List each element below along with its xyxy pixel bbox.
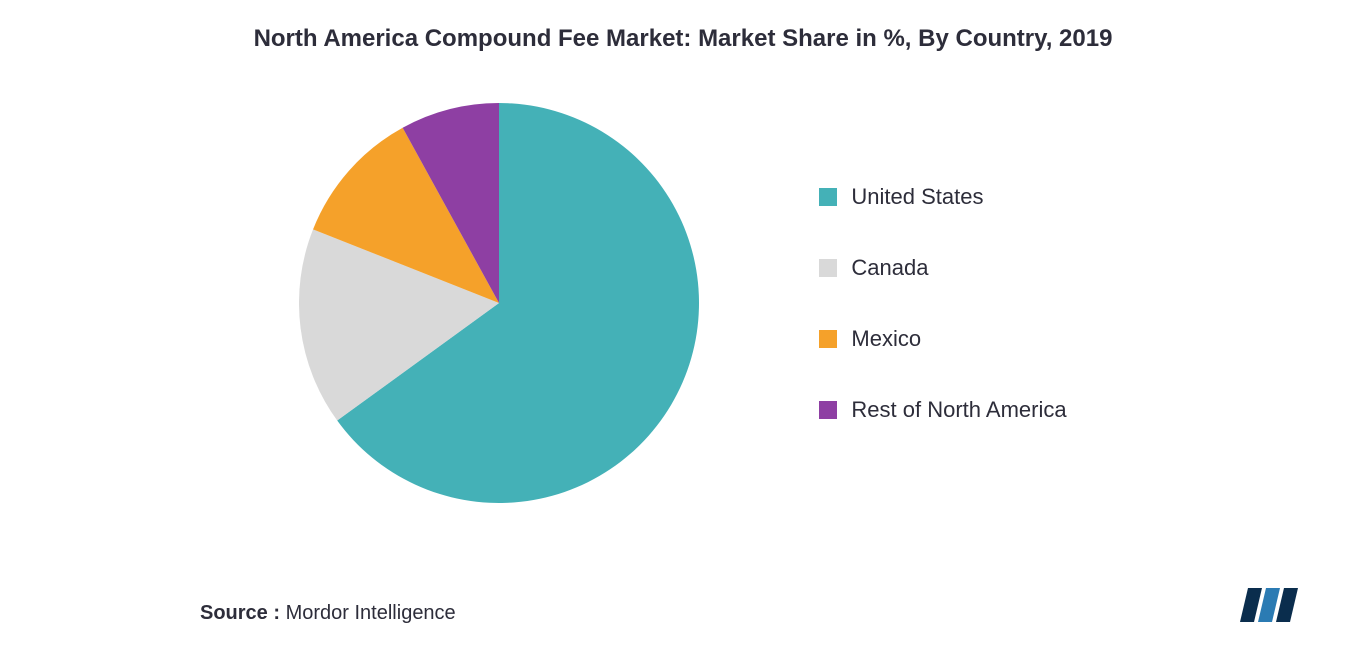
legend-swatch xyxy=(819,188,837,206)
legend-label: Rest of North America xyxy=(851,397,1066,423)
pie-chart xyxy=(299,103,699,503)
source-name: Mordor Intelligence xyxy=(286,602,456,624)
source-prefix: Source : xyxy=(200,602,280,624)
legend-label: United States xyxy=(851,184,983,210)
footer: Source : Mordor Intelligence xyxy=(200,585,1306,625)
legend-swatch xyxy=(819,259,837,277)
legend-label: Mexico xyxy=(851,326,921,352)
logo-bar xyxy=(1258,588,1280,622)
legend-item: Rest of North America xyxy=(819,397,1066,423)
source-text: Source : Mordor Intelligence xyxy=(200,602,456,625)
brand-logo xyxy=(1240,585,1306,625)
legend-swatch xyxy=(819,401,837,419)
logo-bar xyxy=(1276,588,1298,622)
legend-label: Canada xyxy=(851,255,928,281)
legend-item: United States xyxy=(819,184,1066,210)
legend: United States Canada Mexico Rest of North A… xyxy=(819,184,1066,423)
logo-bar xyxy=(1240,588,1262,622)
chart-area: United States Canada Mexico Rest of North A… xyxy=(40,83,1326,523)
chart-title: North America Compound Fee Market: Marke… xyxy=(40,25,1326,53)
legend-item: Canada xyxy=(819,255,1066,281)
legend-swatch xyxy=(819,330,837,348)
pie-svg xyxy=(299,103,699,503)
chart-container: North America Compound Fee Market: Marke… xyxy=(0,0,1366,655)
legend-item: Mexico xyxy=(819,326,1066,352)
